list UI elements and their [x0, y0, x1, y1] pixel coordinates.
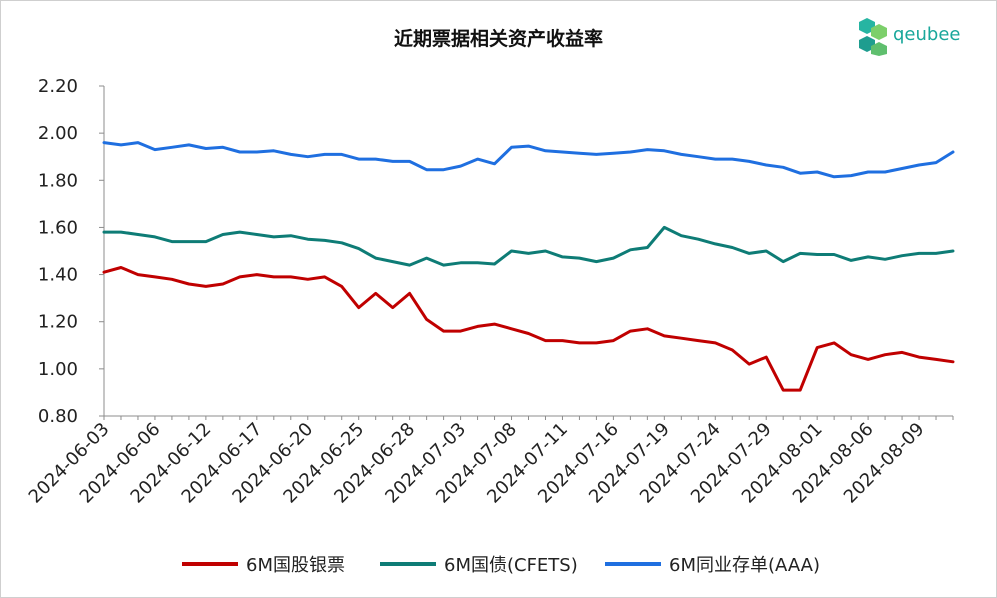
- logo-text: qeubee: [893, 24, 961, 45]
- legend: 6M国股银票 6M国债(CFETS) 6M同业存单(AAA): [0, 552, 997, 576]
- series-line-2: [102, 141, 955, 179]
- y-tick-label: 1.20: [38, 312, 78, 333]
- y-tick-label: 1.60: [38, 217, 78, 238]
- series-line-0: [102, 266, 955, 392]
- legend-item-guozhai: 6M国债(CFETS): [380, 552, 578, 576]
- brand-logo: qeubee: [857, 16, 977, 60]
- legend-swatch-guogu: [182, 562, 238, 566]
- y-tick-label: 1.00: [38, 359, 78, 380]
- legend-swatch-cundan: [605, 562, 661, 566]
- legend-label-guogu: 6M国股银票: [246, 555, 345, 576]
- legend-swatch-guozhai: [380, 562, 436, 566]
- legend-label-guozhai: 6M国债(CFETS): [444, 555, 578, 576]
- y-tick-label: 0.80: [38, 406, 78, 427]
- y-tick-label: 2.00: [38, 123, 78, 144]
- y-tick-label: 2.20: [38, 76, 78, 97]
- legend-item-cundan: 6M同业存单(AAA): [605, 552, 820, 576]
- axes: [99, 85, 954, 420]
- y-tick-label: 1.40: [38, 265, 78, 286]
- legend-item-guogu: 6M国股银票: [182, 552, 345, 576]
- chart-title: 近期票据相关资产收益率: [393, 28, 603, 50]
- series-line-1: [102, 225, 955, 267]
- y-tick-label: 1.80: [38, 170, 78, 191]
- series-layer: [102, 141, 955, 392]
- legend-label-cundan: 6M同业存单(AAA): [669, 555, 820, 576]
- axis-labels: 0.801.001.201.401.601.802.002.202024-06-…: [25, 76, 929, 508]
- hexagon-cube-logo-icon: [859, 18, 887, 56]
